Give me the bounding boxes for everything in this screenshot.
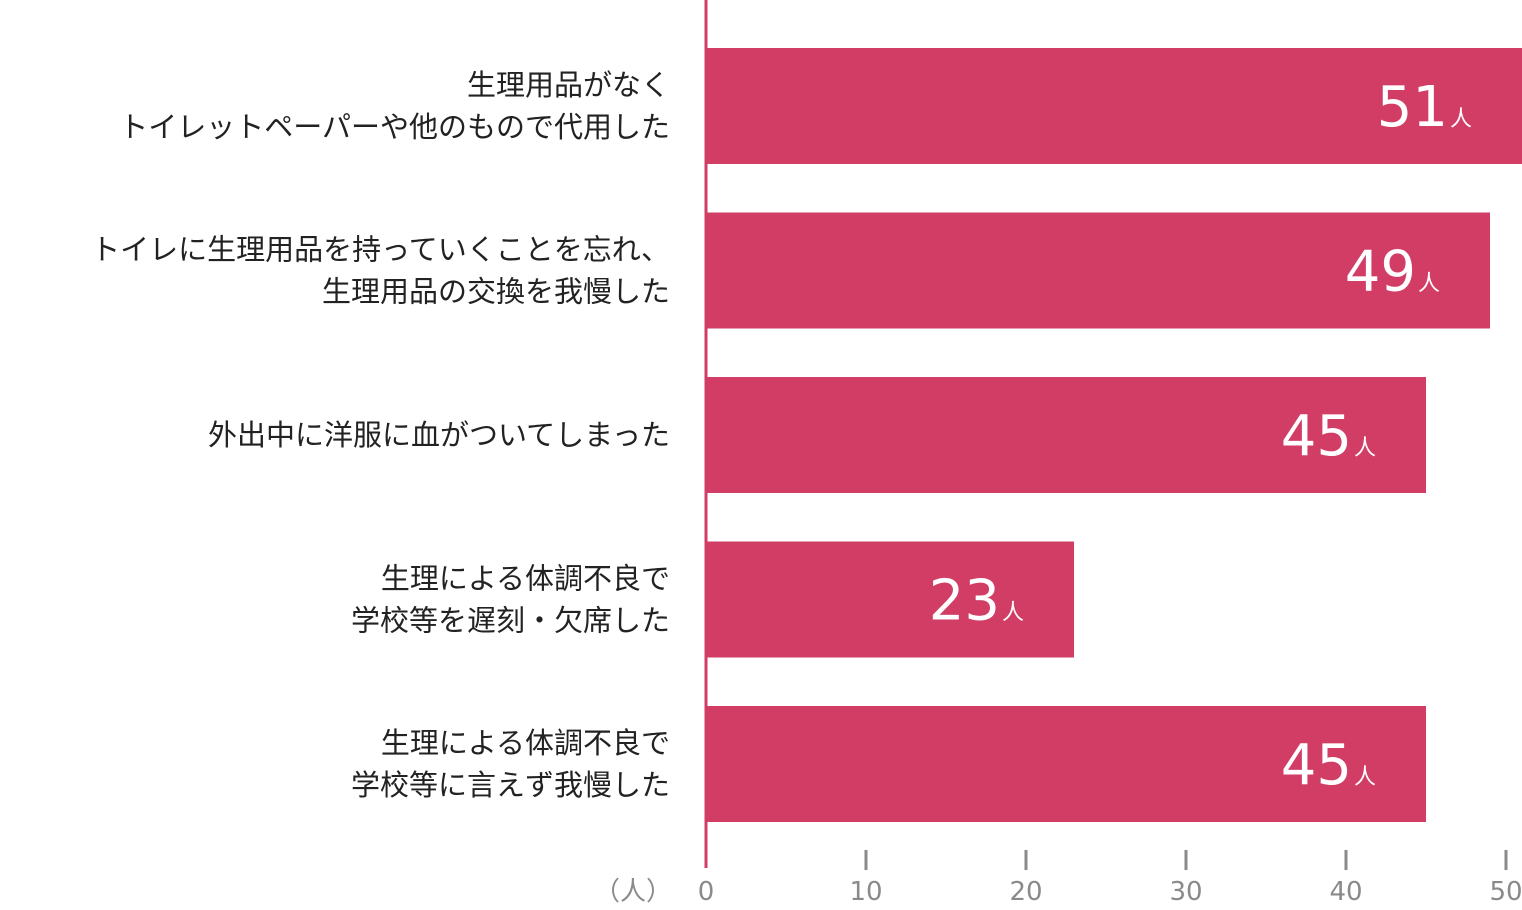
bar [706,706,1426,822]
bar-value-unit: 人 [1354,765,1376,790]
axis-unit-label: （人） [594,877,672,907]
bar-value-number: 23 [929,569,1000,634]
category-label: 外出中に洋服に血がついてしまった [208,418,670,452]
category-labels-group: 生理用品がなくトイレットペーパーや他のもので代用したトイレに生理用品を持っていく… [91,68,670,802]
bar [706,48,1522,164]
x-tick-label: 20 [1009,877,1042,907]
bar-value-number: 45 [1281,733,1352,798]
category-label: トイレットペーパーや他のもので代用した [119,110,670,144]
category-label: 生理用品がなく [467,68,670,102]
bar-value-number: 49 [1345,240,1416,305]
bar-value-label: 45人 [1281,404,1376,469]
bar-value-number: 51 [1377,75,1448,140]
bar-value-unit: 人 [1450,107,1472,132]
category-label: 生理による体調不良で [381,726,670,760]
category-label: トイレに生理用品を持っていくことを忘れ、 [91,233,670,267]
bar-value-label: 45人 [1281,733,1376,798]
x-tick-label: 0 [698,877,715,907]
bar-value-unit: 人 [1002,601,1024,626]
x-axis-group: 0 10 20 30 40 50 [698,0,1522,907]
bar-value-unit: 人 [1354,436,1376,461]
x-tick-label: 40 [1329,877,1362,907]
category-label: 学校等に言えず我慢した [351,768,670,802]
x-tick-label: 30 [1169,877,1202,907]
x-tick-label: 50 [1489,877,1522,907]
category-label: 学校等を遅刻・欠席した [351,604,670,638]
bar-value-number: 45 [1281,404,1352,469]
bar [706,377,1426,493]
bar [706,541,1074,658]
bar-value-label: 51人 [1377,75,1472,140]
bar [706,212,1490,329]
category-label: 生理用品の交換を我慢した [322,275,670,309]
category-label: 生理による体調不良で [381,562,670,596]
bar-value-label: 49人 [1345,240,1440,305]
bar-value-label: 23人 [929,569,1024,634]
x-tick-label: 10 [849,877,882,907]
bar-value-unit: 人 [1418,272,1440,297]
